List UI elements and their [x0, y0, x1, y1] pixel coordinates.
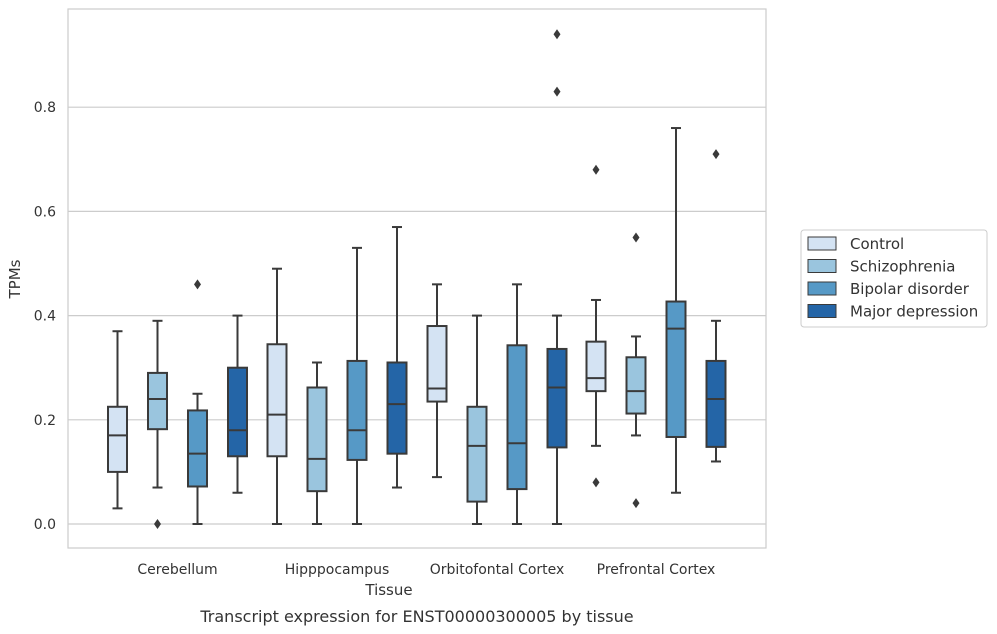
box-cerebellum	[187, 279, 208, 525]
box-body	[187, 409, 208, 488]
box-cerebellum	[107, 330, 128, 510]
x-axis-title: Tissue	[364, 581, 412, 599]
y-tick-label: 0.8	[34, 100, 56, 116]
x-axis-ticks: Cerebellum Hipppocampus Orbitofontal Corte…	[137, 562, 715, 578]
legend-label: Bipolar disorder	[850, 280, 970, 298]
box-body	[107, 405, 128, 473]
box-orbitofontal-cortex	[546, 29, 568, 525]
series-bipolar-disorder	[187, 127, 687, 525]
box-prefrontal-cortex	[585, 164, 607, 488]
box-body	[625, 356, 647, 415]
box-orbitofontal-cortex	[426, 283, 448, 479]
outlier-point	[632, 232, 640, 243]
y-axis-title: TPMs	[6, 259, 24, 299]
x-tick-label: Cerebellum	[137, 562, 217, 578]
x-tick-label: Hipppocampus	[285, 562, 390, 578]
outlier-point	[632, 498, 640, 509]
legend-frame	[800, 229, 988, 328]
legend-label: Schizophrenia	[850, 258, 955, 276]
box-orbitofontal-cortex	[466, 314, 488, 525]
box-body	[346, 359, 368, 461]
box-body	[546, 347, 568, 449]
outlier-point	[553, 86, 561, 97]
series-control	[107, 164, 607, 525]
y-tick-label: 0.2	[34, 413, 56, 429]
legend-item: Major depression	[807, 303, 978, 321]
series-schizophrenia	[147, 232, 647, 529]
outlier-point	[154, 519, 161, 529]
box-prefrontal-cortex	[665, 127, 687, 494]
box-body	[665, 300, 687, 438]
legend-item: Control	[807, 235, 904, 253]
legend-label: Control	[850, 235, 904, 253]
box-plot-series	[107, 29, 727, 529]
box-prefrontal-cortex	[705, 149, 727, 463]
outlier-point	[712, 149, 720, 160]
box-body	[227, 366, 248, 458]
box-hipppocampus	[266, 267, 288, 525]
y-tick-label: 0.4	[34, 309, 56, 325]
outlier-point	[592, 164, 600, 175]
box-body	[705, 359, 727, 448]
box-body	[386, 361, 408, 455]
box-hipppocampus	[306, 361, 328, 525]
plot-area-frame	[67, 8, 767, 549]
x-tick-label: Prefrontal Cortex	[597, 562, 716, 578]
box-body	[585, 340, 607, 393]
box-hipppocampus	[386, 226, 408, 489]
box-cerebellum	[147, 319, 168, 529]
y-axis-ticks: 0.0 0.2 0.4 0.6 0.8	[34, 100, 56, 533]
box-prefrontal-cortex	[625, 232, 647, 509]
legend-swatch	[807, 259, 837, 273]
box-body	[306, 386, 328, 493]
chart-caption: Transcript expression for ENST0000030000…	[199, 607, 633, 626]
box-body	[426, 325, 448, 403]
series-major-depression	[227, 29, 727, 525]
outlier-point	[194, 279, 201, 290]
outlier-point	[592, 477, 600, 488]
box-body	[466, 405, 488, 503]
y-tick-label: 0.6	[34, 204, 56, 220]
legend: Control Schizophrenia Bipolar disorder Majo…	[800, 229, 988, 328]
legend-swatch	[807, 304, 837, 318]
legend-item: Schizophrenia	[807, 258, 955, 276]
box-body	[506, 344, 528, 491]
box-orbitofontal-cortex	[506, 283, 528, 525]
x-tick-label: Orbitofontal Cortex	[430, 562, 565, 578]
box-cerebellum	[227, 314, 248, 494]
box-body	[147, 371, 168, 431]
gridlines	[68, 106, 766, 525]
legend-swatch	[807, 281, 837, 296]
outlier-point	[553, 29, 561, 40]
box-body	[266, 343, 288, 458]
legend-item: Bipolar disorder	[807, 280, 970, 298]
legend-swatch	[807, 236, 837, 251]
legend-label: Major depression	[850, 303, 978, 321]
box-hipppocampus	[346, 246, 368, 525]
y-tick-label: 0.0	[34, 517, 56, 533]
